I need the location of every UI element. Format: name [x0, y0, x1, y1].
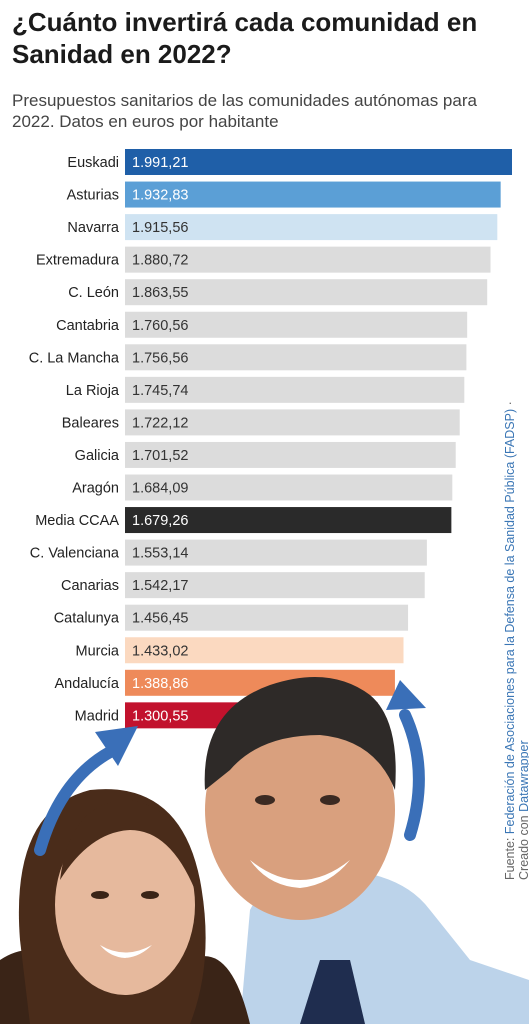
category-label: Catalunya	[54, 611, 120, 627]
category-label: C. La Mancha	[29, 350, 120, 366]
value-label: 1.701,52	[132, 448, 188, 464]
value-label: 1.300,55	[132, 708, 188, 724]
value-label: 1.756,56	[132, 350, 188, 366]
value-label: 1.745,74	[132, 383, 188, 399]
category-label: C. León	[68, 285, 119, 301]
value-label: 1.863,55	[132, 285, 188, 301]
bar-baleares	[125, 409, 460, 436]
bar-canarias	[125, 572, 425, 599]
woman-portrait	[0, 789, 250, 1024]
bar-aragón	[125, 474, 453, 501]
category-label: Baleares	[62, 415, 119, 431]
bar-c-león	[125, 279, 488, 306]
source-note: Fuente: Federación de Asociaciones para …	[503, 400, 529, 880]
category-label: Cantabria	[56, 318, 120, 334]
value-label: 1.684,09	[132, 481, 188, 497]
value-label: 1.722,12	[132, 415, 188, 431]
value-label: 1.880,72	[132, 253, 188, 269]
chart-title: ¿Cuánto invertirá cada comunidad en Sani…	[12, 7, 478, 69]
bar-murcia	[125, 637, 404, 664]
bar-navarra	[125, 214, 498, 241]
category-label: Media CCAA	[35, 513, 119, 529]
value-label: 1.760,56	[132, 318, 188, 334]
category-label: Aragón	[72, 481, 119, 497]
chart-subtitle: Presupuestos sanitarios de las comunidad…	[12, 91, 477, 131]
category-label: Canarias	[61, 578, 119, 594]
bar-c-valenciana	[125, 539, 427, 566]
bar-extremadura	[125, 246, 491, 273]
arrow-left-icon	[34, 726, 138, 856]
value-label: 1.433,02	[132, 643, 188, 659]
category-label: C. Valenciana	[30, 546, 120, 562]
datawrapper-link[interactable]: Datawrapper	[517, 740, 529, 812]
bar-media-ccaa	[125, 507, 452, 534]
bar-c-la-mancha	[125, 344, 467, 371]
category-label: La Rioja	[66, 383, 120, 399]
arrow-right-icon	[386, 680, 426, 841]
source-prefix: Fuente:	[503, 834, 517, 880]
bar-euskadi	[125, 149, 512, 175]
category-label: Galicia	[75, 448, 120, 464]
value-label: 1.553,14	[132, 546, 188, 562]
category-label: Navarra	[67, 220, 120, 236]
value-label: 1.542,17	[132, 578, 188, 594]
category-label: Madrid	[75, 708, 119, 724]
bar-cantabria	[125, 311, 468, 338]
man-portrait	[204, 677, 529, 1024]
value-label: 1.388,86	[132, 676, 188, 692]
source-org-link[interactable]: Federación de Asociaciones para la Defen…	[503, 408, 517, 835]
category-label: Asturias	[67, 188, 119, 204]
category-label: Euskadi	[67, 155, 119, 171]
value-label: 1.456,45	[132, 611, 188, 627]
bar-galicia	[125, 441, 456, 468]
category-label: Murcia	[75, 643, 119, 659]
bar-la-rioja	[125, 376, 465, 403]
value-label: 1.991,21	[132, 155, 188, 171]
photo-collage	[0, 677, 529, 1024]
value-label: 1.679,26	[132, 513, 188, 529]
value-label: 1.915,56	[132, 220, 188, 236]
category-label: Andalucía	[55, 676, 120, 692]
category-label: Extremadura	[36, 253, 120, 269]
bar-asturias	[125, 181, 501, 208]
value-label: 1.932,83	[132, 188, 188, 204]
bar-catalunya	[125, 604, 409, 631]
